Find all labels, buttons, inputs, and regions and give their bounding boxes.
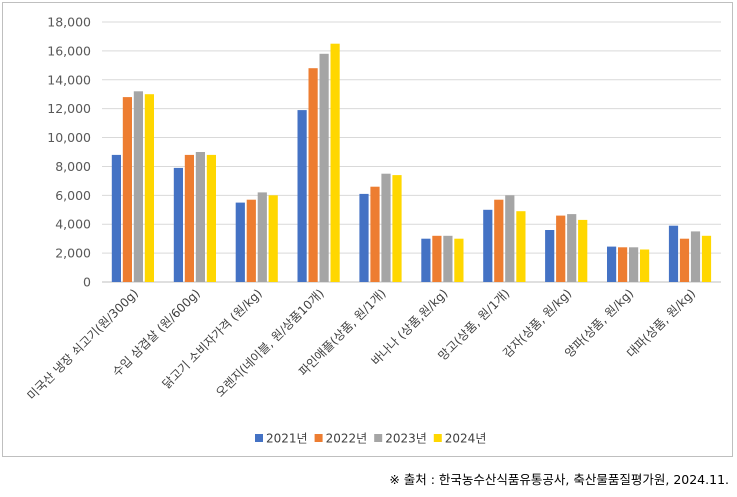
y-tick-label: 4,000 [55, 217, 91, 232]
legend-label: 2022년 [326, 432, 368, 446]
bar [235, 202, 245, 282]
legend-label: 2021년 [266, 432, 308, 446]
chart-frame: 0 2,000 4,000 6,000 8,000 10,000 12,000 14,000 1… [2, 2, 733, 457]
bar [443, 235, 453, 282]
bar [432, 235, 442, 282]
y-tick-label: 8,000 [55, 159, 91, 174]
bar [629, 247, 639, 282]
bar [690, 231, 701, 282]
source-note: ※ 출처 : 한국농수산식품유통공사, 축산물품질평가원, 2024.11. [389, 472, 729, 487]
legend-swatch [314, 434, 323, 442]
legend-label: 2024년 [445, 432, 487, 446]
bar [505, 195, 515, 282]
bar-chart: 0 2,000 4,000 6,000 8,000 10,000 12,000 14,000 1… [24, 15, 721, 446]
bar [184, 154, 194, 282]
bar [297, 110, 307, 282]
bar [319, 53, 329, 282]
bar [483, 209, 493, 282]
x-category-label: 대파(상품, 원/kg) [624, 286, 698, 360]
bar [359, 193, 369, 282]
y-tick-label: 18,000 [47, 15, 91, 30]
y-tick-label: 6,000 [55, 188, 91, 203]
bar [133, 91, 143, 282]
y-tick-label: 14,000 [47, 72, 91, 87]
bar [494, 199, 504, 282]
bar [330, 43, 340, 283]
x-category-label: 오렌지(네이블, 원/상품10개) [213, 286, 327, 400]
bar [173, 167, 183, 282]
bar [195, 152, 205, 282]
bar [257, 192, 267, 282]
bar [421, 238, 431, 282]
bar [618, 247, 628, 282]
bar [268, 195, 278, 282]
bar [545, 230, 555, 282]
bar [381, 173, 391, 282]
y-tick-label: 10,000 [47, 130, 91, 145]
legend-label: 2023년 [385, 432, 427, 446]
y-tick-label: 2,000 [55, 246, 91, 261]
bar [640, 249, 650, 282]
bar [392, 175, 402, 282]
bar [308, 68, 318, 282]
y-tick-label: 0 [83, 275, 91, 290]
y-tick-label: 16,000 [47, 43, 91, 58]
bar [679, 238, 690, 282]
bar [454, 238, 464, 282]
bar [246, 199, 256, 282]
bar [370, 186, 380, 282]
bar [578, 219, 588, 282]
legend-swatch [433, 434, 442, 442]
y-tick-label: 12,000 [47, 101, 91, 116]
bar [516, 211, 526, 282]
bar [607, 246, 617, 282]
bar [701, 235, 712, 282]
bar [556, 215, 566, 282]
bar [668, 225, 679, 282]
x-category-label: 미국산 냉장 쇠고기(원/300g) [24, 286, 141, 403]
bar [144, 94, 154, 282]
bar [567, 214, 577, 282]
legend-swatch [374, 434, 383, 442]
bar [111, 154, 121, 282]
legend-swatch [255, 434, 263, 442]
bar [206, 154, 216, 282]
x-category-label: 닭고기 소비자가격 (원/kg) [160, 286, 265, 391]
bar [122, 97, 132, 282]
